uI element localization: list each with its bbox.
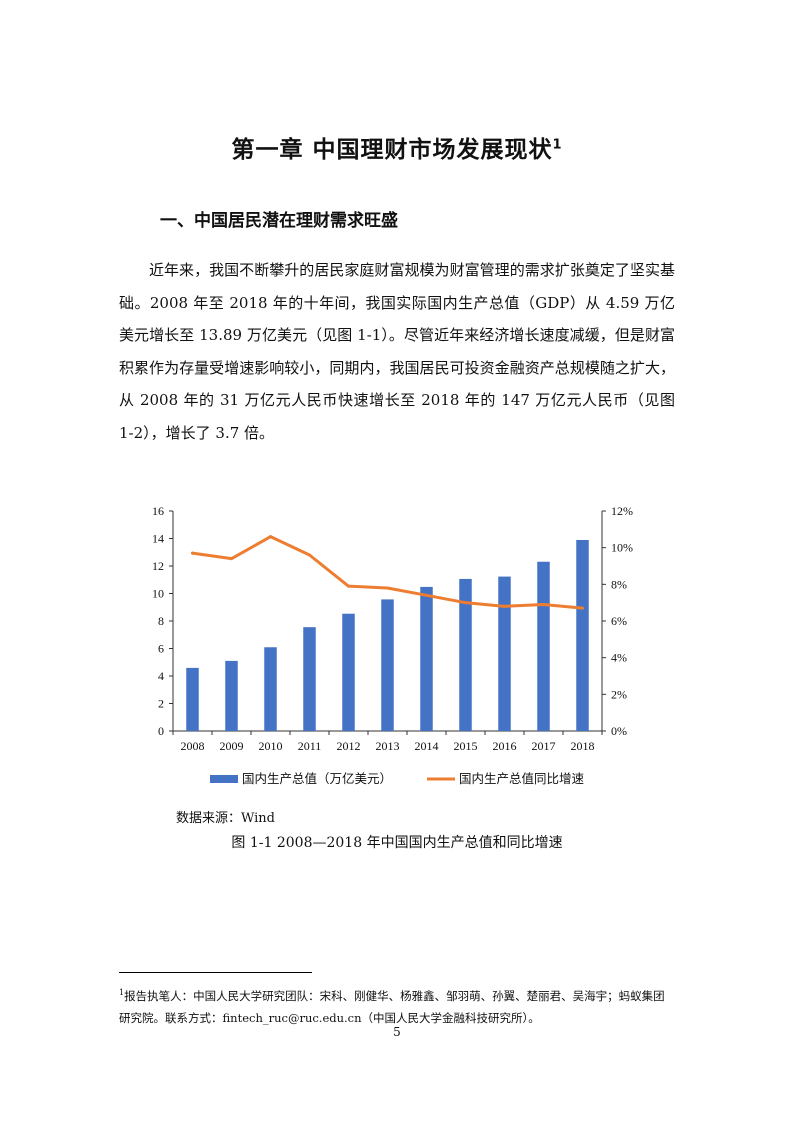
growth-point <box>542 603 545 606</box>
section-title: 一、中国居民潜在理财需求旺盛 <box>160 211 398 231</box>
gdp-bar <box>498 576 511 731</box>
y-left-tick-label: 10 <box>152 587 164 601</box>
footnote-reference[interactable]: 1 <box>552 137 563 153</box>
gdp-bar <box>576 540 589 731</box>
growth-point <box>503 604 506 608</box>
x-tick-label: 2017 <box>532 739 556 753</box>
y-left-tick-label: 8 <box>158 614 164 628</box>
footnote-divider <box>119 972 312 973</box>
x-tick-label: 2016 <box>493 739 517 753</box>
gdp-bar <box>459 578 472 731</box>
gdp-bar <box>225 660 238 731</box>
gdp-bar <box>420 586 433 731</box>
y-left-tick-label: 4 <box>158 669 164 683</box>
gdp-chart: 0 2 4 6 8 10 12 14 16 0% 2% 4% 6% 8% 10% 12% 2008 2009 201… <box>152 504 633 786</box>
y-right-tick-label: 6% <box>611 614 627 628</box>
body-paragraph: 近年来，我国不断攀升的居民家庭财富规模为财富管理的需求扩张奠定了坚实基础。200… <box>119 261 675 442</box>
growth-point <box>230 557 233 561</box>
x-tick-label: 2014 <box>415 739 439 753</box>
footnote-text: 报告执笔人：中国人民大学研究团队：宋科、刚健华、杨雅鑫、邹羽萌、孙翼、楚丽君、吴… <box>119 988 665 1025</box>
x-tick-label: 2013 <box>376 739 400 753</box>
y-left-tick-label: 12 <box>152 559 164 573</box>
y-left-tick-label: 6 <box>158 642 164 656</box>
growth-point <box>308 553 311 557</box>
growth-point <box>269 535 272 539</box>
legend-swatch-gdp <box>210 775 238 783</box>
footnote-mark: 1 <box>119 988 125 997</box>
y-left-tick-label: 0 <box>158 724 164 738</box>
chapter-title: 第一章 中国理财市场发展现状1 <box>0 130 794 164</box>
growth-line <box>191 535 584 610</box>
gdp-bar <box>381 599 394 731</box>
growth-point <box>386 586 389 590</box>
growth-point <box>464 601 467 605</box>
footnote: 1报告执笔人：中国人民大学研究团队：宋科、刚健华、杨雅鑫、邹羽萌、孙翼、楚丽君、… <box>119 982 675 1029</box>
y-right-tick-label: 12% <box>611 504 633 518</box>
chart-source: 数据来源：Wind <box>176 811 275 826</box>
y-right-tick-label: 8% <box>611 577 627 591</box>
y-left-tick-label: 14 <box>152 532 164 546</box>
figure-caption: 图 1-1 2008—2018 年中国国内生产总值和同比增速 <box>231 835 563 851</box>
y-right-tick-label: 10% <box>611 541 633 555</box>
legend-label-gdp: 国内生产总值（万亿美元） <box>242 771 392 786</box>
x-tick-label: 2018 <box>571 739 595 753</box>
growth-point <box>347 584 350 588</box>
gdp-bar <box>537 561 550 731</box>
legend-label-growth: 国内生产总值同比增速 <box>459 771 585 786</box>
gdp-bar <box>264 647 277 731</box>
gdp-bar <box>342 613 355 731</box>
page-number: 5 <box>393 1025 401 1039</box>
y-left-tick-label: 2 <box>158 697 164 711</box>
x-tick-label: 2011 <box>298 739 322 753</box>
x-tick-label: 2008 <box>181 739 205 753</box>
growth-point <box>191 551 194 555</box>
x-tick-label: 2015 <box>454 739 478 753</box>
x-tick-label: 2009 <box>220 739 244 753</box>
gdp-bar <box>186 667 199 731</box>
x-tick-label: 2010 <box>259 739 283 753</box>
y-right-tick-label: 2% <box>611 687 627 701</box>
chapter-title-text: 第一章 中国理财市场发展现状 <box>231 137 553 163</box>
growth-point <box>425 593 428 597</box>
y-left-tick-label: 16 <box>152 504 164 518</box>
x-tick-label: 2012 <box>337 739 361 753</box>
y-right-tick-label: 4% <box>611 651 627 665</box>
gdp-bar <box>303 627 316 731</box>
growth-point <box>581 606 584 610</box>
y-right-tick-label: 0% <box>611 724 627 738</box>
